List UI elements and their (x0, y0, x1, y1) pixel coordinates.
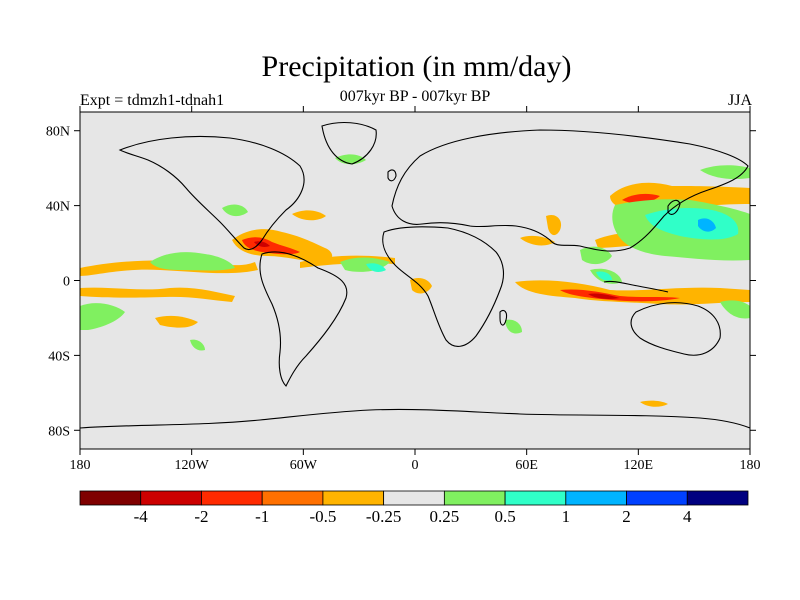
contour-south-pacific-band (80, 287, 235, 302)
chart-subtitle-right: JJA (727, 92, 752, 109)
contour-west-pacific-cyan (645, 207, 739, 240)
contour-east-pacific-green (150, 252, 235, 271)
contour-indian-ocean-darkorange (560, 289, 680, 302)
x-tick-label: 180 (740, 458, 761, 473)
contour-indian-ocean-red (588, 293, 620, 299)
contour-europe-green (335, 154, 366, 165)
x-tick-label: 120E (624, 458, 654, 473)
contour-atlantic-cyan (366, 263, 386, 272)
colorbar-label: -2 (194, 507, 208, 526)
x-tick-label: 60W (290, 458, 318, 473)
map-axes: 180 120W 60W 0 60E 120E 180 80N 40N 0 40S 80S (46, 106, 761, 473)
colorbar-swatch (322, 490, 385, 506)
colorbar: -4 -2 -1 -0.5 -0.25 0.25 0.5 1 2 4 (79, 490, 749, 526)
colorbar-label: -4 (134, 507, 149, 526)
colorbar-swatch (504, 490, 567, 506)
colorbar-label: 2 (622, 507, 631, 526)
coast-antarctica (80, 408, 750, 429)
contour-india-patch (546, 214, 562, 236)
contour-arabia-patch (520, 235, 555, 246)
contour-australia-green (720, 300, 750, 319)
contour-south-pacific-patch (155, 315, 198, 328)
coast-greenland (321, 121, 377, 165)
contour-north-atlantic-green (222, 204, 248, 217)
coast-madagascar (499, 309, 508, 326)
y-tick-label: 80S (48, 424, 70, 439)
colorbar-label: -1 (255, 507, 269, 526)
colorbar-swatch (565, 490, 627, 506)
chart-title: Precipitation (in mm/day) (261, 50, 572, 83)
contour-west-pacific-blue (698, 218, 716, 232)
contour-caribbean-red (254, 241, 270, 247)
x-tick-label: 180 (70, 458, 91, 473)
coast-indonesia (603, 280, 669, 293)
colorbar-swatch (261, 490, 324, 506)
colorbar-swatch (443, 490, 506, 506)
contour-maritime-cyan (596, 271, 612, 281)
colorbar-label: 4 (683, 507, 692, 526)
x-tick-label: 60E (515, 458, 538, 473)
colorbar-label: -0.25 (366, 507, 401, 526)
y-tick-label: 80N (46, 125, 70, 140)
y-tick-label: 0 (63, 275, 70, 290)
coast-australia (630, 302, 721, 356)
colorbar-swatch (626, 490, 688, 506)
coast-north-america (118, 135, 305, 251)
coast-uk (387, 169, 397, 182)
contour-africa-green (505, 319, 522, 334)
colorbar-swatch (201, 490, 263, 506)
x-tick-label: 120W (175, 458, 210, 473)
contour-north-pacific-green (700, 165, 750, 180)
anomaly-contours (80, 154, 750, 407)
coast-south-america (259, 251, 348, 387)
colorbar-label: -0.5 (309, 507, 336, 526)
colorbar-swatch (140, 490, 202, 506)
colorbar-label: 0.25 (429, 507, 459, 526)
colorbar-swatch (79, 490, 142, 506)
chart-subtitle-center: 007kyr BP - 007kyr BP (339, 88, 491, 105)
coastlines (80, 121, 750, 429)
colorbar-label: 1 (562, 507, 571, 526)
contour-south-indian-patch (640, 400, 668, 407)
coast-japan (667, 199, 681, 215)
colorbar-label: 0.5 (494, 507, 515, 526)
contour-indian-ocean-orange (515, 280, 750, 305)
contour-south-atlantic-green (190, 339, 205, 351)
contour-north-atlantic-patch (292, 210, 326, 221)
y-tick-label: 40N (46, 200, 70, 215)
colorbar-swatch (383, 490, 445, 506)
x-tick-label: 0 (412, 458, 419, 473)
coast-africa (382, 226, 505, 347)
chart-subtitle-left: Expt = tdmzh1-tdnah1 (80, 92, 225, 109)
colorbar-swatch (686, 490, 749, 506)
y-tick-label: 40S (48, 349, 70, 364)
coast-eurasia (391, 129, 749, 252)
contour-south-pacific-green (80, 303, 125, 330)
